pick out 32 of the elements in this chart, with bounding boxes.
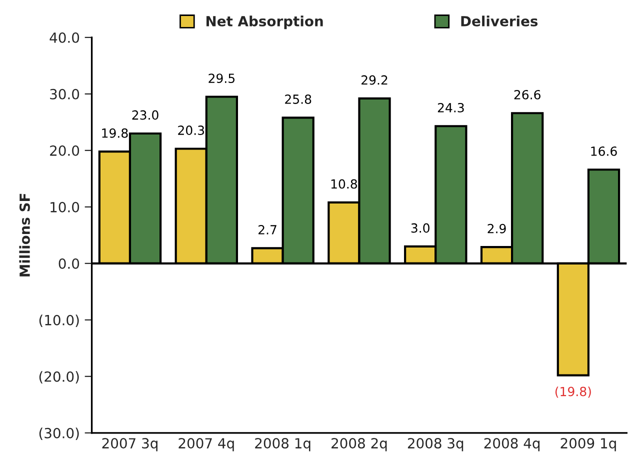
y-tick-label: (20.0) <box>39 371 79 384</box>
data-label: 25.8 <box>285 94 312 104</box>
legend-label: Net Absorption <box>206 16 323 30</box>
x-tick-label: 2008 3q <box>408 438 464 452</box>
data-label: 19.8 <box>102 128 128 138</box>
data-label: 2.7 <box>258 224 276 234</box>
x-tick-label: 2008 1q <box>255 438 310 452</box>
y-tick-label: (30.0) <box>39 428 79 440</box>
x-tick-label: 2007 3q <box>102 438 158 452</box>
data-label: 29.2 <box>362 75 388 85</box>
x-tick-label: 2008 4q <box>484 438 540 452</box>
data-label: (19.8) <box>555 386 591 398</box>
y-tick-label: 30.0 <box>50 88 80 100</box>
y-tick-label: 10.0 <box>50 202 80 212</box>
y-tick-label: 0.0 <box>58 258 80 269</box>
x-tick-label: 2009 1q <box>560 438 616 452</box>
legend-label: Deliveries <box>461 16 538 26</box>
y-axis-title: Millions SF <box>19 194 30 276</box>
x-tick-label: 2008 2q <box>332 438 387 452</box>
data-label: 3.0 <box>411 223 430 233</box>
y-tick-label: 20.0 <box>50 145 80 156</box>
y-tick-label: 40.0 <box>50 32 80 43</box>
data-label: 23.0 <box>132 110 158 120</box>
data-label: 24.3 <box>438 102 464 112</box>
data-label: 20.3 <box>178 126 204 136</box>
data-label: 16.6 <box>591 146 617 156</box>
data-label: 2.9 <box>488 224 506 234</box>
x-tick-label: 2007 4q <box>178 438 234 452</box>
data-label: 26.6 <box>514 90 540 100</box>
data-label: 29.5 <box>208 74 235 84</box>
data-label: 10.8 <box>331 179 358 189</box>
y-tick-label: (10.0) <box>39 314 79 328</box>
